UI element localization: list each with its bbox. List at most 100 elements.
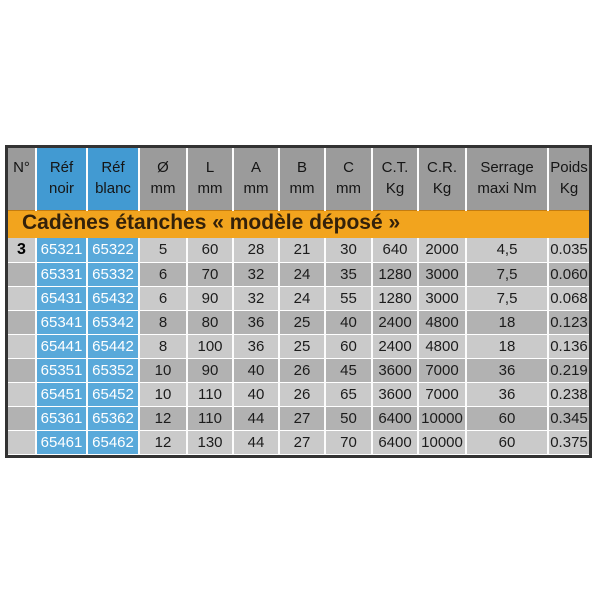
data-cell-diametre-mm: 6 [139,262,188,287]
data-cell-diametre-mm: 12 [139,430,188,455]
data-cell-b-mm: 25 [279,310,326,335]
header-cell-ct-kg: C.T. Kg [372,148,419,210]
data-cell-ct-kg: 6400 [372,430,419,455]
table-row: 65441 65442 8 100 36 25 60 2400 4800 18 0.136 [8,334,589,359]
data-cell-ct-kg: 2400 [372,334,419,359]
data-cell-ref-blanc: 65342 [87,310,140,335]
header-label-line2: mm [150,180,176,197]
data-cell-ct-kg: 2400 [372,310,419,335]
data-cell-ref-noir: 65341 [36,310,88,335]
data-cell-serrage: 4,5 [466,238,549,263]
data-cell-ref-noir: 65441 [36,334,88,359]
header-label-line2: Kg [559,180,579,197]
data-cell-cr-kg: 7000 [418,382,467,407]
table-row: 65331 65332 6 70 32 24 35 1280 3000 7,5 0.060 [8,262,589,287]
header-cell-no: N° [8,148,37,210]
data-cell-c-mm: 35 [325,262,373,287]
data-cell-c-mm: 70 [325,430,373,455]
data-cell-b-mm: 24 [279,262,326,287]
data-cell-ref-noir: 65331 [36,262,88,287]
data-cell-b-mm: 24 [279,286,326,311]
data-cell-a-mm: 44 [233,430,280,455]
data-cell-l-mm: 70 [187,262,234,287]
data-cell-a-mm: 32 [233,286,280,311]
data-cell-ct-kg: 3600 [372,382,419,407]
data-cell-b-mm: 27 [279,406,326,431]
data-cell-c-mm: 65 [325,382,373,407]
data-cell-serrage: 18 [466,310,549,335]
data-cell-b-mm: 27 [279,430,326,455]
data-cell-ct-kg: 1280 [372,262,419,287]
header-label-line1: Ø [157,159,169,176]
data-cell-l-mm: 130 [187,430,234,455]
table-body: Cadènes étanches « modèle déposé » 3 65321… [8,209,589,455]
header-label-line1: Poids [550,159,588,176]
data-cell-cr-kg: 10000 [418,430,467,455]
data-cell-b-mm: 26 [279,358,326,383]
data-cell-serrage: 18 [466,334,549,359]
header-label-line1: Réf [101,159,125,176]
data-cell-serrage: 60 [466,430,549,455]
data-cell-b-mm: 25 [279,334,326,359]
data-cell-cr-kg: 3000 [418,286,467,311]
data-cell-serrage: 60 [466,406,549,431]
data-cell-poids-kg: 0.068 [548,286,589,311]
data-cell-diametre-mm: 8 [139,334,188,359]
data-cell-diametre-mm: 10 [139,358,188,383]
data-cell-cr-kg: 4800 [418,334,467,359]
table-row: 65461 65462 12 130 44 27 70 6400 10000 60 0.375 [8,430,589,455]
data-cell-l-mm: 100 [187,334,234,359]
header-cell-poids-kg: Poids Kg [548,148,589,210]
data-cell-b-mm: 21 [279,238,326,263]
data-cell-poids-kg: 0.219 [548,358,589,383]
data-cell-poids-kg: 0.060 [548,262,589,287]
data-cell-serrage: 36 [466,382,549,407]
header-label-line1: C.R. [427,159,457,176]
data-cell-ref-noir: 65461 [36,430,88,455]
data-cell-serrage: 7,5 [466,262,549,287]
header-label-line1: L [205,159,215,176]
header-cell-ref-noir: Réf noir [36,148,88,210]
data-cell-cr-kg: 4800 [418,310,467,335]
header-label-line1: C.T. [381,159,409,176]
data-cell-cr-kg: 10000 [418,406,467,431]
table-row: 65351 65352 10 90 40 26 45 3600 7000 36 0.219 [8,358,589,383]
section-banner-row: Cadènes étanches « modèle déposé » [8,209,589,238]
table-row: 65431 65432 6 90 32 24 55 1280 3000 7,5 0.068 [8,286,589,311]
data-cell-c-mm: 45 [325,358,373,383]
data-cell-no [8,358,37,383]
header-label-line2: Kg [385,180,405,197]
header-label-line2: Kg [432,180,452,197]
data-cell-diametre-mm: 6 [139,286,188,311]
data-cell-c-mm: 55 [325,286,373,311]
data-cell-ref-blanc: 65442 [87,334,140,359]
data-cell-no [8,430,37,455]
data-cell-a-mm: 44 [233,406,280,431]
data-cell-poids-kg: 0.123 [548,310,589,335]
data-cell-ref-blanc: 65452 [87,382,140,407]
header-label-line1: A [250,159,261,176]
header-label-line1: Serrage [480,159,534,176]
data-cell-ref-blanc: 65322 [87,238,140,263]
data-cell-ref-noir: 65431 [36,286,88,311]
data-cell-l-mm: 90 [187,358,234,383]
header-label-line2: maxi Nm [477,180,537,197]
data-cell-diametre-mm: 8 [139,310,188,335]
data-cell-a-mm: 28 [233,238,280,263]
data-cell-no [8,262,37,287]
data-cell-b-mm: 26 [279,382,326,407]
data-cell-poids-kg: 0.375 [548,430,589,455]
data-cell-a-mm: 40 [233,382,280,407]
data-cell-l-mm: 110 [187,382,234,407]
data-cell-ref-noir: 65321 [36,238,88,263]
data-cell-c-mm: 40 [325,310,373,335]
header-label-line1: B [296,159,307,176]
data-cell-poids-kg: 0.035 [548,238,589,263]
data-cell-ct-kg: 640 [372,238,419,263]
data-cell-no [8,334,37,359]
